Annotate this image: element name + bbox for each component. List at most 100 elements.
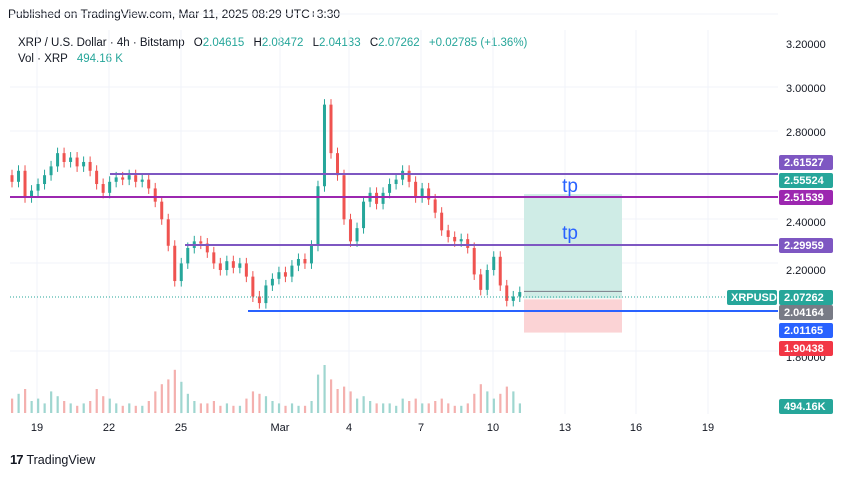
candle-body bbox=[362, 201, 366, 229]
volume-bar bbox=[375, 403, 378, 413]
time-tick-label: 25 bbox=[175, 422, 187, 434]
candle-body bbox=[75, 157, 79, 167]
volume-bar bbox=[356, 398, 359, 413]
candle-body bbox=[134, 175, 138, 182]
volume-bar bbox=[225, 403, 229, 413]
candle-body bbox=[453, 236, 457, 242]
take-profit-label: tp bbox=[562, 176, 578, 197]
candle-body bbox=[394, 179, 398, 185]
candle-body bbox=[336, 153, 339, 176]
volume-bar bbox=[167, 379, 170, 413]
candle-body bbox=[160, 201, 164, 220]
candle-body bbox=[225, 261, 229, 271]
volume-bar bbox=[212, 401, 216, 413]
brand-name: TradingView bbox=[26, 452, 96, 467]
price-tag-label: 1.90438 bbox=[784, 343, 824, 355]
candle-body bbox=[205, 243, 209, 253]
volume-bar bbox=[186, 393, 189, 413]
candle-body bbox=[179, 263, 183, 282]
last-price-tag bbox=[779, 290, 833, 305]
volume-bar bbox=[310, 401, 313, 413]
volume-bar bbox=[17, 393, 20, 413]
volume-bar bbox=[50, 391, 53, 413]
volume-bar bbox=[89, 401, 92, 413]
volume-bar bbox=[219, 405, 222, 413]
candle-body bbox=[218, 263, 222, 271]
volume-bar bbox=[128, 403, 131, 413]
time-tick-label: 10 bbox=[487, 422, 499, 434]
volume-bar bbox=[277, 403, 281, 413]
volume-bar bbox=[180, 381, 183, 413]
volume-bar bbox=[505, 386, 508, 413]
price-tag bbox=[779, 173, 833, 188]
candle-body bbox=[283, 272, 287, 277]
time-axis[interactable]: 19 22 25 Mar 4 7 10 13 16 19 bbox=[31, 422, 714, 434]
time-tick-label: 16 bbox=[630, 422, 642, 434]
candle-body bbox=[257, 296, 261, 304]
volume-bar bbox=[134, 405, 137, 413]
volume-bars bbox=[11, 365, 521, 413]
candle-body bbox=[290, 265, 294, 277]
volume-bar bbox=[160, 384, 163, 413]
tradingview-footer[interactable]: 17 TradingView bbox=[10, 452, 95, 467]
candle-body bbox=[479, 274, 483, 290]
price-tick-label: 3.20000 bbox=[786, 39, 826, 51]
candle-body bbox=[147, 179, 151, 189]
candle-body bbox=[309, 245, 313, 264]
volume-bar bbox=[362, 396, 365, 413]
volume-bar bbox=[108, 398, 111, 413]
volume-bar bbox=[401, 398, 404, 413]
time-tick-label: 22 bbox=[103, 422, 115, 434]
candle-body bbox=[166, 219, 170, 246]
candle-body bbox=[296, 258, 300, 266]
candle-body bbox=[407, 170, 411, 182]
candle-body bbox=[277, 272, 281, 279]
volume-bar bbox=[414, 398, 417, 413]
price-tag-label: 2.61527 bbox=[784, 157, 824, 169]
candle-body bbox=[322, 104, 326, 187]
candle-body bbox=[388, 184, 392, 193]
volume-bar bbox=[388, 403, 391, 413]
volume-bar bbox=[199, 403, 202, 413]
volume-bar bbox=[11, 398, 14, 413]
candle-body bbox=[108, 181, 112, 193]
volume-bar bbox=[343, 386, 346, 413]
volume-bar bbox=[147, 401, 150, 413]
candle-body bbox=[173, 245, 177, 282]
candle-body bbox=[88, 161, 92, 171]
price-tag-label: 2.51539 bbox=[784, 192, 824, 204]
candle-body bbox=[466, 239, 470, 248]
candle-body bbox=[349, 219, 353, 242]
ohlc-low: L2.04133 bbox=[312, 37, 361, 49]
price-axis[interactable]: 3.200003.000002.800002.400002.200001.800… bbox=[727, 39, 833, 414]
volume-bar bbox=[95, 389, 98, 413]
candle-body bbox=[427, 188, 431, 200]
ohlc-open: O2.04615 bbox=[193, 37, 245, 49]
volume-bar bbox=[473, 393, 476, 413]
candle-body bbox=[270, 278, 274, 286]
last-price-tag-label: 2.07262 bbox=[784, 292, 824, 304]
volume-bar bbox=[271, 401, 274, 413]
candle-body bbox=[244, 263, 248, 277]
price-tick-label: 2.20000 bbox=[786, 265, 826, 277]
volume-bar bbox=[466, 403, 469, 413]
volume-bar bbox=[316, 374, 320, 413]
volume-bar bbox=[284, 405, 287, 413]
volume-bar bbox=[329, 379, 333, 413]
candle-body bbox=[316, 186, 320, 246]
volume-bar bbox=[499, 393, 502, 413]
volume-bar bbox=[251, 391, 255, 413]
horizontal-levels bbox=[10, 173, 778, 312]
candle-body bbox=[231, 261, 235, 268]
candle-body bbox=[505, 285, 509, 301]
volume-bar bbox=[141, 405, 144, 413]
chart-grid bbox=[10, 13, 778, 414]
price-tag-label: 2.29959 bbox=[784, 240, 824, 252]
volume-bar bbox=[369, 401, 372, 413]
take-profit-label: tp bbox=[562, 223, 578, 244]
volume-bar bbox=[349, 391, 352, 413]
candle-body bbox=[375, 192, 379, 204]
volume-bar bbox=[492, 398, 495, 413]
volume-bar bbox=[121, 405, 124, 413]
